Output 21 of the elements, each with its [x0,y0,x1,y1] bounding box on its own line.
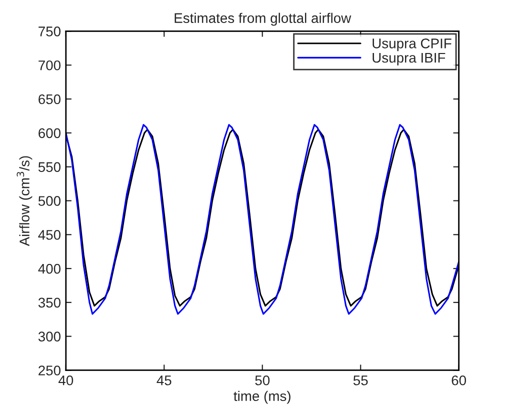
y-tick-label: 250 [38,366,61,376]
x-axis-title: time (ms) [234,390,290,404]
y-tick-label: 600 [38,128,61,138]
x-tick-label: 45 [156,376,172,386]
y-tick-label: 400 [38,264,61,274]
x-tick-label: 40 [58,375,74,386]
y-tick-label: 700 [38,60,61,70]
y-tick-label: 500 [38,196,61,206]
y-axis-title: Airflow (cm$^{3}$/s) [16,156,32,246]
y-tick-label: 350 [38,298,61,308]
chart-title: Estimates from glottal airflow [174,12,352,26]
x-tick-label: 55 [353,376,368,386]
x-tick-label: 60 [452,375,466,386]
y-tick-label: 550 [38,162,61,172]
legend-label: Usupra IBIF [372,52,446,66]
legend-label: Usupra CPIF [372,38,452,52]
y-tick-label: 650 [38,94,61,104]
y-tick-label: 450 [38,230,61,240]
x-tick-label: 50 [255,375,270,386]
y-tick-label: 300 [38,332,61,342]
y-tick-label: 750 [38,26,61,36]
